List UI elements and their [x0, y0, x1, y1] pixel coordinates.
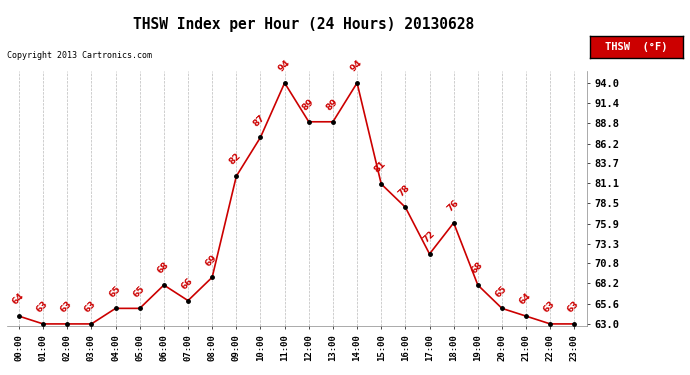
- Text: 63: 63: [59, 299, 74, 315]
- Text: 65: 65: [493, 284, 509, 299]
- Text: 69: 69: [204, 253, 219, 268]
- Text: THSW Index per Hour (24 Hours) 20130628: THSW Index per Hour (24 Hours) 20130628: [133, 17, 474, 32]
- Text: 66: 66: [179, 276, 195, 291]
- Text: 68: 68: [155, 261, 170, 276]
- Text: 64: 64: [10, 291, 26, 307]
- Text: 76: 76: [445, 198, 460, 213]
- Text: Copyright 2013 Cartronics.com: Copyright 2013 Cartronics.com: [7, 51, 152, 60]
- Text: 82: 82: [228, 152, 243, 167]
- Text: 87: 87: [252, 113, 267, 128]
- Text: 64: 64: [518, 291, 533, 307]
- Text: 89: 89: [324, 97, 339, 112]
- Text: 63: 63: [34, 299, 50, 315]
- Text: 94: 94: [348, 58, 364, 74]
- Text: 63: 63: [566, 299, 581, 315]
- Text: 63: 63: [542, 299, 557, 315]
- Text: 72: 72: [421, 230, 436, 244]
- Text: 81: 81: [373, 159, 388, 175]
- Text: 68: 68: [469, 261, 484, 276]
- Text: THSW  (°F): THSW (°F): [605, 42, 668, 52]
- Text: 63: 63: [83, 299, 98, 315]
- Text: 65: 65: [131, 284, 146, 299]
- Text: 89: 89: [300, 97, 315, 112]
- Text: 94: 94: [276, 58, 292, 74]
- Text: 78: 78: [397, 183, 412, 198]
- Text: 65: 65: [107, 284, 122, 299]
